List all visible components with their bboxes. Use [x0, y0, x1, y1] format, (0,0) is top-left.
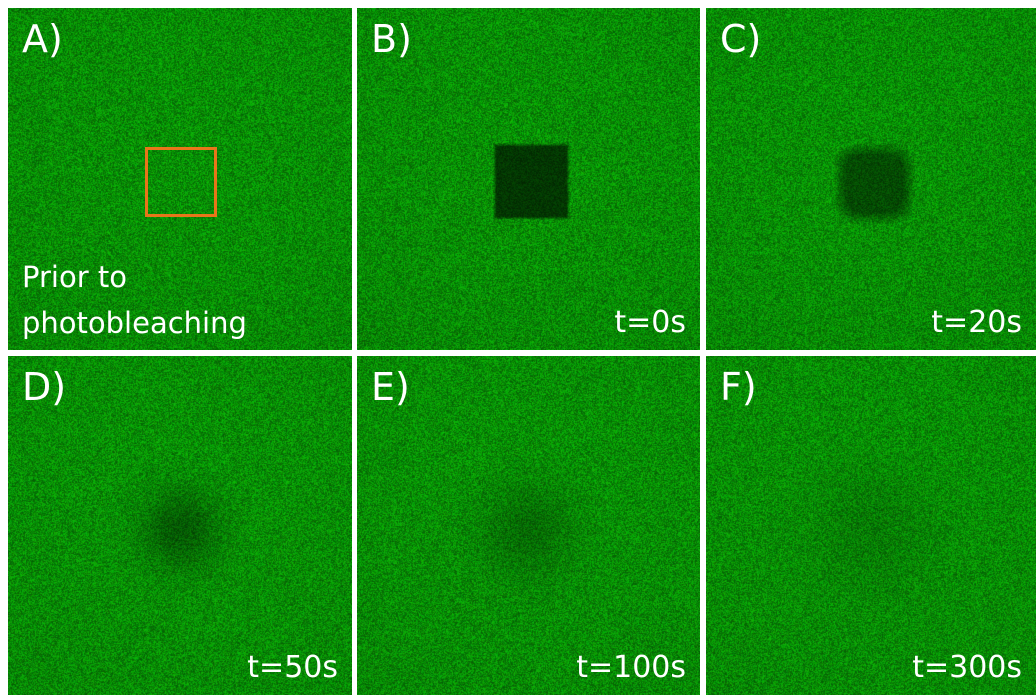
time-label-b: t=0s — [614, 305, 686, 340]
micrograph-image-e — [357, 356, 700, 695]
panel-label-f: F) — [720, 365, 757, 409]
panel-label-d: D) — [22, 365, 67, 409]
time-label-d: t=50s — [247, 650, 338, 685]
caption-line-1: Prior to — [22, 260, 127, 294]
micrograph-image-d — [8, 356, 352, 695]
micrograph-image-c — [706, 8, 1036, 350]
bleach-region-box — [145, 147, 217, 217]
caption-line-2: photobleaching — [22, 306, 247, 340]
time-label-f: t=300s — [912, 650, 1022, 685]
micrograph-image-f — [706, 356, 1036, 695]
panel-label-a: A) — [22, 17, 63, 61]
micrograph-image-a — [8, 8, 352, 350]
panel-a: A) Prior to photobleaching — [8, 8, 352, 350]
panel-e: E) t=100s — [357, 356, 700, 695]
time-label-c: t=20s — [931, 305, 1022, 340]
panel-f: F) t=300s — [706, 356, 1036, 695]
panel-b: B) t=0s — [357, 8, 700, 350]
panel-label-b: B) — [371, 17, 412, 61]
panel-label-c: C) — [720, 17, 762, 61]
panel-label-e: E) — [371, 365, 410, 409]
panel-d: D) t=50s — [8, 356, 352, 695]
panel-caption-a: Prior to photobleaching — [22, 254, 247, 346]
micrograph-image-b — [357, 8, 700, 350]
time-label-e: t=100s — [576, 650, 686, 685]
panel-c: C) t=20s — [706, 8, 1036, 350]
